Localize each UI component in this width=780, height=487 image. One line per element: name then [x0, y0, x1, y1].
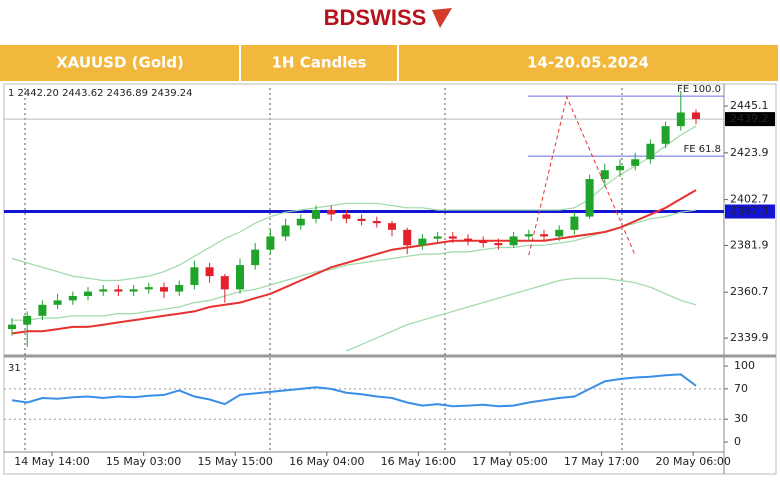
candle-body: [84, 291, 92, 296]
candle-body: [8, 324, 16, 330]
price-tag-bg: [725, 112, 775, 127]
candle-body: [251, 249, 260, 266]
candle-body: [220, 276, 229, 290]
x-tick-label: 15 May 03:00: [106, 455, 181, 468]
candle-body: [509, 236, 518, 246]
y-tick-label: 2360.7: [730, 285, 769, 298]
x-tick-label: 16 May 16:00: [381, 455, 456, 468]
candle-body: [403, 229, 412, 246]
candle-body: [327, 209, 336, 215]
y-tick-label: 30: [734, 412, 748, 425]
candle-body: [524, 234, 533, 237]
candle-body: [661, 126, 670, 144]
fe-label: FE 61.8: [683, 144, 721, 155]
candle-body: [464, 238, 472, 241]
x-tick-label: 16 May 04:00: [289, 455, 364, 468]
candle-body: [38, 304, 47, 316]
candle-body: [555, 229, 564, 237]
logo: BDSWISS: [324, 5, 427, 30]
candle-body: [205, 267, 214, 277]
candle-body: [99, 289, 108, 292]
candle-body: [175, 284, 184, 292]
candle-body: [190, 267, 199, 285]
y-tick-label: 2402.7: [730, 193, 769, 206]
y-tick-label: 2381.9: [730, 238, 769, 251]
y-tick-label: 2445.1: [730, 99, 769, 112]
candle-body: [129, 289, 138, 292]
candle-body: [631, 159, 640, 166]
candle-body: [68, 295, 77, 301]
candle-body: [281, 225, 290, 237]
price-tag: 2397.3: [730, 205, 769, 218]
rsi-line: [11, 373, 697, 408]
chart-frame: [3, 83, 777, 475]
y-tick-label: 100: [734, 359, 755, 372]
indicator-line: [346, 277, 697, 352]
candle-body: [312, 209, 320, 219]
candle-body: [418, 238, 427, 246]
candle-body: [53, 300, 62, 305]
x-tick-label: 20 May 06:00: [655, 455, 730, 468]
logo-arrow: [432, 8, 452, 28]
x-tick-label: 15 May 15:00: [197, 455, 272, 468]
candle-body: [494, 243, 503, 246]
price-tag: 2439.2: [730, 112, 769, 125]
candle-body: [600, 170, 609, 180]
header-dates: 14-20.05.2024: [527, 54, 649, 72]
candle-body: [114, 289, 123, 292]
fe-projection: [528, 95, 636, 256]
indicator-line: [11, 189, 697, 335]
candle-body: [676, 112, 685, 127]
candle-body: [692, 112, 700, 120]
x-tick-label: 14 May 14:00: [14, 455, 89, 468]
fe-label: FE 100.0: [677, 84, 721, 95]
x-tick-label: 17 May 17:00: [564, 455, 639, 468]
header-bar: [0, 45, 778, 81]
candle-body: [479, 240, 488, 244]
candle-body: [570, 216, 579, 230]
candle-body: [616, 165, 624, 171]
y-tick-label: 70: [734, 382, 748, 395]
candle-body: [540, 234, 548, 237]
ohlc-info: 1 2442.20 2443.62 2436.89 2439.24: [8, 88, 193, 99]
indicator-line: [12, 209, 697, 321]
candle-body: [144, 287, 153, 290]
candle-body: [160, 287, 168, 292]
y-tick-label: 2423.9: [730, 146, 769, 159]
candle-body: [448, 236, 457, 239]
candle-body: [266, 236, 275, 250]
candle-body: [342, 214, 351, 219]
y-tick-label: 2339.9: [730, 331, 769, 344]
candle-body: [23, 315, 32, 325]
candle-body: [433, 236, 442, 239]
candle-body: [585, 179, 594, 217]
x-tick-label: 17 May 05:00: [472, 455, 547, 468]
y-tick-label: 0: [734, 435, 741, 448]
candle-body: [296, 218, 305, 226]
candle-body: [372, 220, 381, 224]
indicator-line: [11, 125, 697, 282]
header-symbol: XAUUSD (Gold): [56, 54, 184, 72]
candle-body: [236, 265, 244, 290]
indicator-label: 31: [8, 363, 21, 374]
candle-body: [646, 143, 655, 160]
header-timeframe: 1H Candles: [271, 54, 366, 72]
price-tag-bg: [725, 204, 775, 219]
candle-body: [357, 218, 366, 221]
candle-body: [388, 223, 396, 230]
